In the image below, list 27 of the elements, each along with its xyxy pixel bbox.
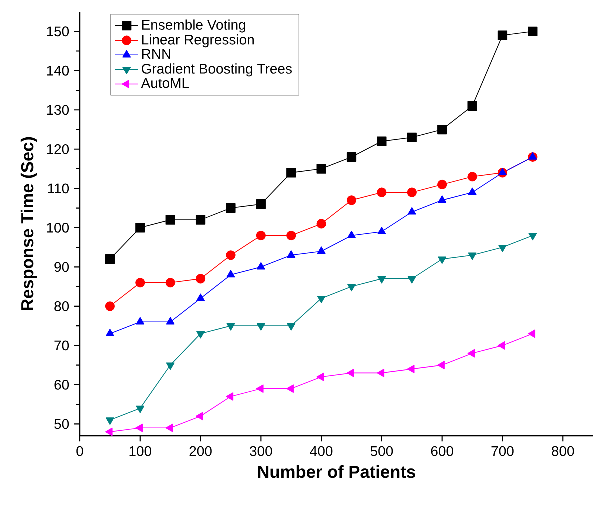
y-tick-label: 60 bbox=[54, 380, 70, 390]
y-tick-label: 120 bbox=[47, 144, 70, 154]
legend-label: RNN bbox=[142, 49, 170, 59]
x-tick-label: 300 bbox=[250, 446, 272, 456]
y-tick-label: 70 bbox=[54, 340, 70, 351]
legend-label: AutoML bbox=[141, 78, 190, 88]
x-tick-label: 100 bbox=[130, 446, 152, 456]
x-tick-label: 0 bbox=[76, 446, 84, 456]
x-tick-label: 200 bbox=[190, 446, 212, 456]
x-tick-label: 500 bbox=[370, 446, 394, 456]
y-tick-label: 50 bbox=[54, 419, 70, 430]
x-tick-label: 700 bbox=[492, 446, 514, 456]
y-tick-label: 130 bbox=[47, 105, 70, 116]
legend-label: Linear Regression bbox=[142, 34, 254, 48]
y-tick-label: 110 bbox=[48, 184, 70, 194]
y-axis-title: Response Time (Sec) bbox=[20, 137, 38, 310]
legend-label: Ensemble Voting bbox=[142, 20, 246, 33]
y-tick-label: 100 bbox=[47, 222, 70, 233]
y-tick-label: 140 bbox=[47, 66, 70, 76]
x-tick-label: 400 bbox=[310, 446, 333, 456]
x-tick-label: 800 bbox=[552, 446, 574, 456]
y-tick-label: 90 bbox=[54, 262, 70, 272]
x-tick-label: 600 bbox=[431, 446, 454, 456]
x-axis-title: Number of Patients bbox=[258, 465, 416, 478]
y-tick-label: 80 bbox=[54, 301, 70, 312]
y-tick-label: 150 bbox=[47, 26, 70, 37]
legend-label: Gradient Boosting Trees bbox=[142, 64, 292, 77]
